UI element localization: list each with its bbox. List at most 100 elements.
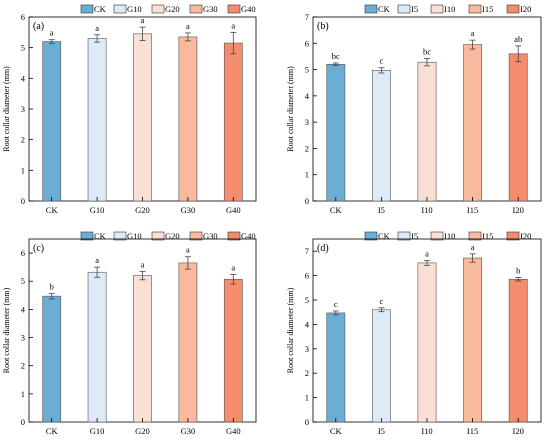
y-tick-label: 1	[305, 393, 309, 403]
legend: CK G10 G20 G30 G40	[80, 4, 256, 14]
y-tick-label: 2	[305, 143, 309, 153]
legend-label: G10	[127, 4, 142, 14]
x-tick-label: G10	[90, 426, 105, 436]
y-tick-label: 1	[21, 165, 25, 175]
y-tick-label: 2	[21, 135, 25, 145]
x-tick-label: I5	[378, 205, 385, 215]
legend-label: I15	[482, 4, 493, 14]
y-tick-label: 0	[21, 196, 25, 206]
y-axis-label: Root collar diameter (mm)	[286, 287, 295, 373]
legend-swatch	[227, 4, 241, 14]
y-tick-label: 5	[21, 43, 25, 53]
legend: CK I5 I10 I15 I20	[364, 4, 531, 14]
significance-label: a	[50, 28, 54, 38]
legend-label: G30	[203, 4, 218, 14]
bar	[326, 64, 346, 202]
y-tick-label: 7	[305, 246, 309, 256]
x-tick-label: I20	[513, 205, 524, 215]
legend-swatch	[80, 231, 94, 241]
x-tick-label: G20	[135, 426, 150, 436]
significance-label: a	[425, 248, 429, 258]
x-tick-label: I10	[421, 205, 432, 215]
x-tick-label: G10	[90, 205, 105, 215]
y-axis-label: Root collar diameter (mm)	[2, 287, 11, 373]
x-tick-label: I20	[513, 426, 524, 436]
y-tick-label: 5	[305, 65, 309, 75]
legend-swatch	[189, 4, 203, 14]
legend-label: G30	[203, 231, 218, 241]
legend-swatch	[506, 4, 520, 14]
y-tick-label: 4	[21, 304, 26, 314]
y-tick-label: 1	[305, 170, 309, 180]
legend-swatch	[113, 4, 127, 14]
bar	[223, 42, 243, 202]
y-tick-label: 6	[305, 271, 309, 281]
legend-label: I20	[520, 231, 531, 241]
panel-label: (c)	[33, 243, 44, 254]
y-tick-label: 3	[305, 117, 309, 127]
legend-swatch	[506, 231, 520, 241]
legend-label: G20	[165, 231, 180, 241]
x-tick-label: I15	[467, 426, 478, 436]
significance-label: b	[50, 281, 54, 291]
y-tick-label: 4	[305, 91, 310, 101]
y-tick-label: 3	[305, 344, 309, 354]
y-tick-label: 0	[305, 196, 309, 206]
significance-label: a	[471, 28, 475, 38]
bar	[42, 295, 62, 423]
significance-label: c	[380, 56, 384, 66]
bar	[371, 70, 391, 202]
x-tick-label: G30	[181, 426, 196, 436]
chart-panel-3: CK G10 G20 G30 G40 (c) 0 1 2 3 4 5 6 Root collar diam…	[2, 231, 257, 436]
panel-label: (b)	[317, 21, 329, 32]
chart-panel-2: CK I5 I10 I15 I20 (b) 0 1 2 3 4 5 6 7 Root collar diam…	[286, 4, 542, 215]
y-tick-label: 3	[21, 104, 25, 114]
significance-label: a	[141, 259, 145, 269]
y-tick-label: 5	[305, 295, 309, 305]
bar	[42, 41, 62, 202]
x-tick-label: I10	[421, 426, 432, 436]
bar	[87, 271, 107, 423]
bar	[463, 257, 483, 423]
legend-label: G40	[241, 4, 256, 14]
legend: CK G10 G20 G30 G40	[80, 231, 256, 241]
significance-label: b	[516, 266, 520, 276]
legend-label: I20	[520, 4, 531, 14]
significance-label: a	[231, 262, 235, 272]
x-tick-label: G40	[226, 426, 241, 436]
significance-label: a	[186, 21, 190, 31]
significance-label: c	[380, 296, 384, 306]
y-tick-label: 4	[305, 319, 310, 329]
legend-swatch	[113, 231, 127, 241]
y-axis-label: Root collar diameter (mm)	[286, 66, 295, 152]
legend-label: G40	[241, 231, 256, 241]
legend-label: G20	[165, 4, 180, 14]
legend-swatch	[364, 231, 378, 241]
legend: CK I5 I10 I15 I20	[364, 231, 531, 241]
panel-label: (a)	[33, 21, 44, 32]
chart-panel-1: CK G10 G20 G30 G40 (a) 0 1 2 3 4 5 6 Root collar diam…	[2, 4, 257, 215]
significance-label: a	[231, 20, 235, 30]
y-tick-label: 1	[21, 389, 25, 399]
legend-swatch	[397, 4, 411, 14]
y-tick-label: 6	[305, 38, 309, 48]
significance-label: bc	[423, 47, 431, 57]
legend-swatch	[468, 231, 482, 241]
bar	[178, 36, 198, 202]
legend-swatch	[364, 4, 378, 14]
legend-label: CK	[94, 231, 107, 241]
significance-label: ab	[514, 34, 522, 44]
significance-label: a	[186, 245, 190, 255]
y-tick-label: 5	[21, 276, 25, 286]
y-tick-label: 6	[21, 248, 25, 258]
y-tick-label: 6	[21, 12, 25, 22]
legend-swatch	[430, 4, 444, 14]
significance-label: c	[334, 299, 338, 309]
legend-label: I5	[411, 231, 418, 241]
x-tick-label: CK	[330, 426, 343, 436]
x-tick-label: I5	[378, 426, 385, 436]
chart-panel-4: CK I5 I10 I15 I20 (d) 0 1 2 3 4 5 6 7 Root collar diam…	[286, 231, 542, 436]
y-tick-label: 2	[21, 361, 25, 371]
significance-label: a	[471, 242, 475, 252]
